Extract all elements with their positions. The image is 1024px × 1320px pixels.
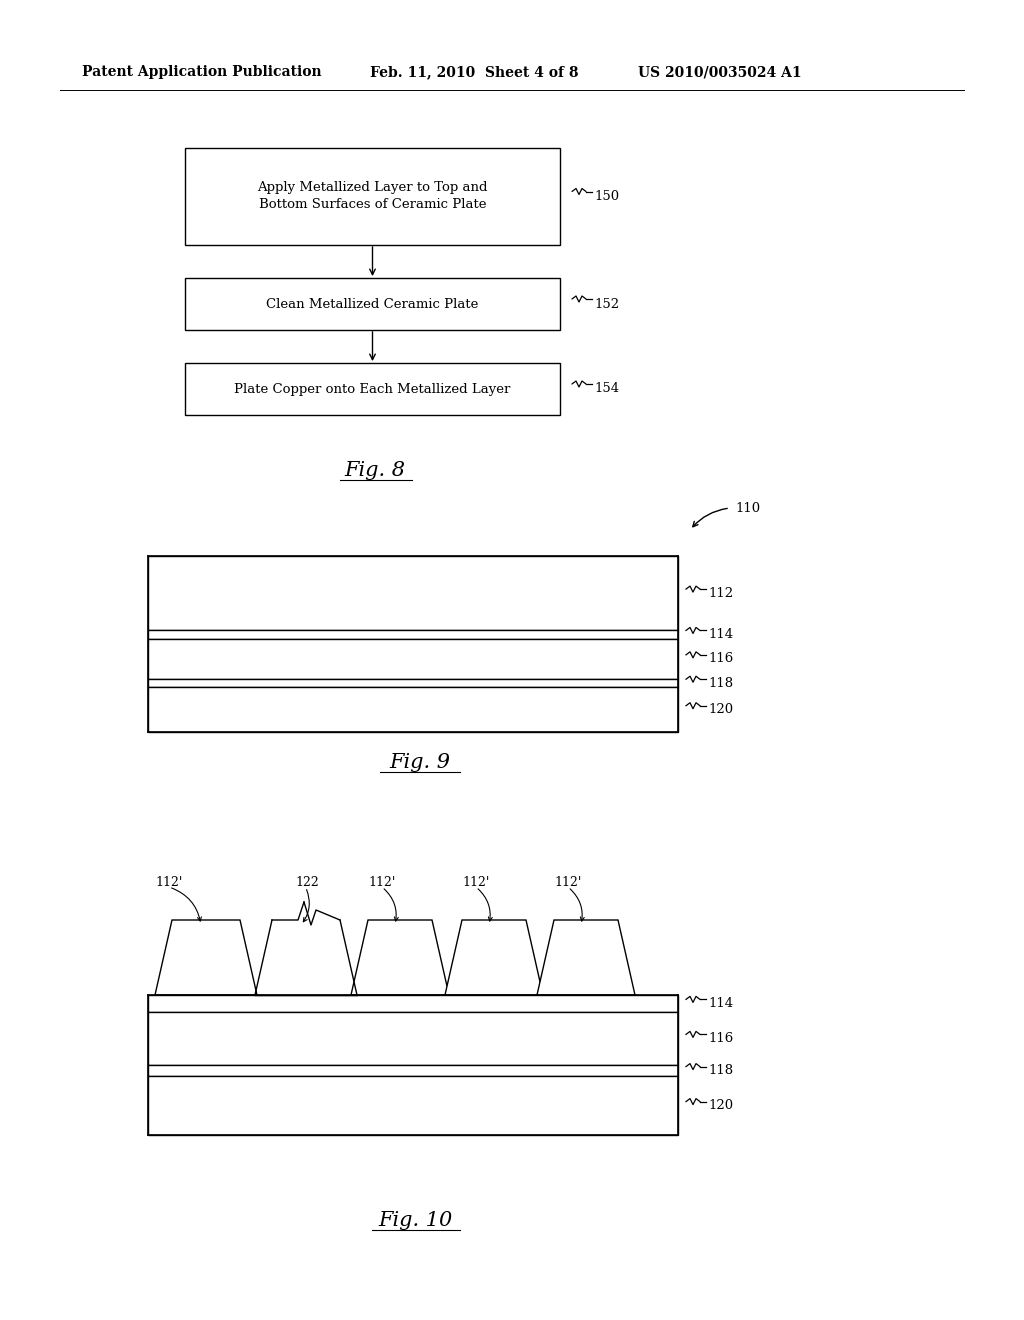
Bar <box>148 1065 678 1076</box>
Text: 112': 112' <box>554 875 582 888</box>
Text: Fig. 10: Fig. 10 <box>378 1210 453 1229</box>
Text: Fig. 9: Fig. 9 <box>389 752 451 771</box>
Bar <box>148 1012 678 1065</box>
Text: 116: 116 <box>708 652 733 665</box>
Text: 118: 118 <box>708 677 733 690</box>
Bar <box>185 363 560 414</box>
Bar <box>185 279 560 330</box>
Text: 118: 118 <box>708 1064 733 1077</box>
Text: 122: 122 <box>295 875 318 888</box>
Text: 152: 152 <box>594 297 620 310</box>
Text: Fig. 8: Fig. 8 <box>344 461 406 479</box>
Bar <box>148 688 678 733</box>
Text: 116: 116 <box>708 1032 733 1045</box>
Text: Clean Metallized Ceramic Plate: Clean Metallized Ceramic Plate <box>266 297 478 310</box>
Text: 112': 112' <box>462 875 489 888</box>
Text: 114: 114 <box>708 997 733 1010</box>
Text: 154: 154 <box>594 383 620 396</box>
Bar <box>148 639 678 678</box>
Text: Apply Metallized Layer to Top and
Bottom Surfaces of Ceramic Plate: Apply Metallized Layer to Top and Bottom… <box>257 181 487 211</box>
Polygon shape <box>537 920 635 995</box>
Polygon shape <box>155 920 257 995</box>
Text: 114: 114 <box>708 628 733 642</box>
Bar <box>148 630 678 639</box>
Text: Feb. 11, 2010  Sheet 4 of 8: Feb. 11, 2010 Sheet 4 of 8 <box>370 65 579 79</box>
Text: 112': 112' <box>368 875 395 888</box>
Bar <box>148 1076 678 1135</box>
Polygon shape <box>351 920 449 995</box>
Text: 120: 120 <box>708 1100 733 1111</box>
Text: 112': 112' <box>155 875 182 888</box>
Text: Patent Application Publication: Patent Application Publication <box>82 65 322 79</box>
Polygon shape <box>445 920 543 995</box>
Text: 110: 110 <box>735 502 760 515</box>
Text: 112: 112 <box>708 586 733 599</box>
Text: Plate Copper onto Each Metallized Layer: Plate Copper onto Each Metallized Layer <box>234 383 511 396</box>
Text: US 2010/0035024 A1: US 2010/0035024 A1 <box>638 65 802 79</box>
Bar <box>148 995 678 1012</box>
Text: 120: 120 <box>708 704 733 717</box>
Bar <box>185 148 560 246</box>
Bar <box>148 556 678 630</box>
Bar <box>148 678 678 688</box>
Text: 150: 150 <box>594 190 620 203</box>
